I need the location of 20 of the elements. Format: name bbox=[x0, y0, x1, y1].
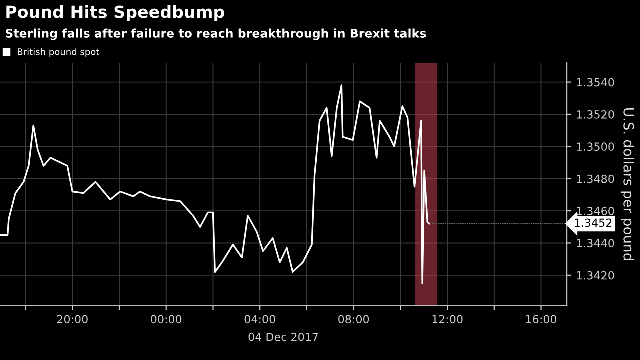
y-tick-label: 1.3500 bbox=[577, 142, 614, 152]
y-axis-title: U.S. dollars per pound bbox=[620, 108, 634, 260]
x-tick-label: 12:00 bbox=[432, 315, 463, 324]
y-tick-label: 1.3440 bbox=[577, 239, 614, 248]
chart-subtitle: Sterling falls after failure to reach breakthrough in Brexit talks bbox=[6, 28, 426, 40]
legend-label: British pound spot bbox=[18, 48, 100, 58]
line-series bbox=[0, 84, 430, 284]
chart-title: Pound Hits Speedbump bbox=[6, 5, 224, 22]
x-tick-label: 00:00 bbox=[151, 315, 182, 324]
x-tick-label: 20:00 bbox=[57, 315, 88, 324]
y-tick-label: 1.3460 bbox=[577, 207, 614, 216]
y-tick-label: 1.3540 bbox=[577, 78, 614, 87]
x-tick-label: 04:00 bbox=[244, 315, 276, 324]
y-tick-label: 1.3420 bbox=[577, 271, 614, 280]
text: 04 Dec 2017 bbox=[248, 332, 318, 342]
x-tick-label: 08:00 bbox=[338, 315, 370, 324]
y-tick-label: 1.3520 bbox=[577, 110, 614, 119]
annotation: 1.3452 bbox=[575, 218, 612, 228]
y-tick-label: 1.3480 bbox=[577, 174, 614, 184]
x-tick-label: 16:00 bbox=[526, 315, 557, 324]
